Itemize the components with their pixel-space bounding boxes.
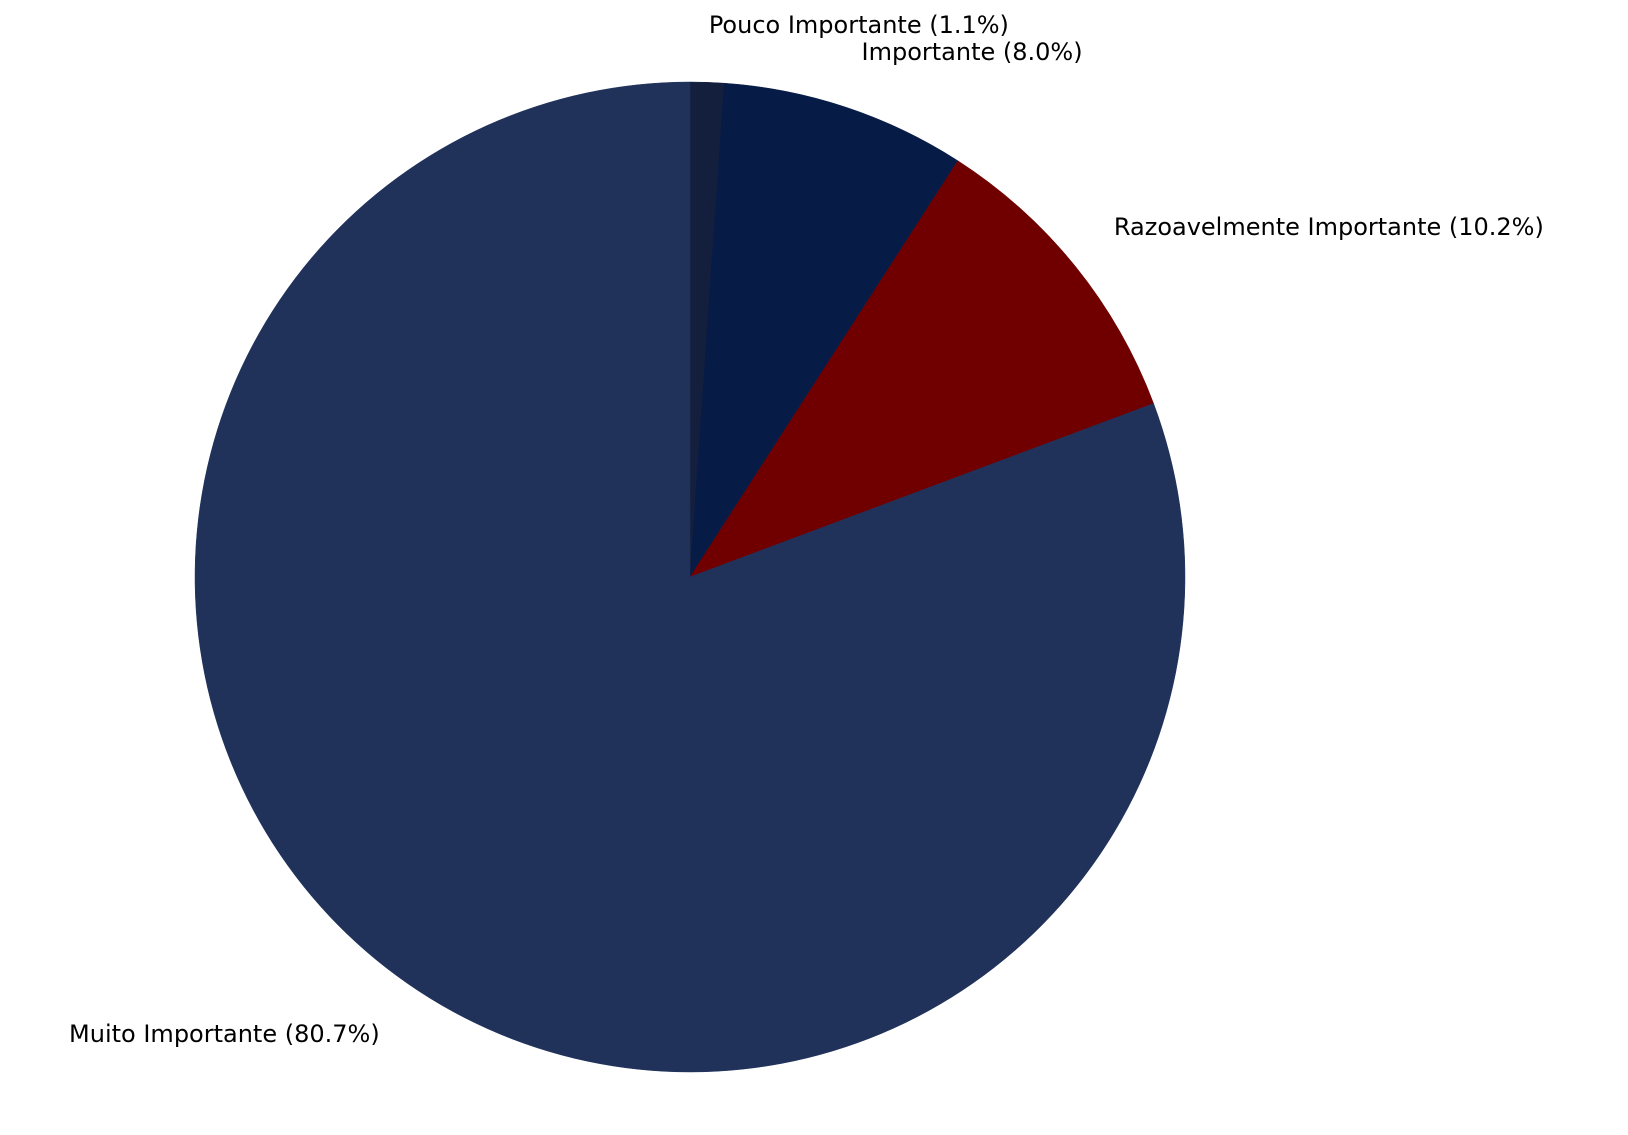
pie-slice	[689, 160, 1154, 578]
pie-slice	[194, 81, 1186, 1073]
pie-slice	[689, 82, 959, 578]
slice-label: Razoavelmente Importante (10.2%)	[1114, 213, 1544, 241]
labels-layer: Pouco Importante (1.1%)Importante (8.0%)…	[69, 11, 1544, 1048]
slices-layer	[194, 81, 1186, 1073]
slice-label: Muito Importante (80.7%)	[69, 1020, 380, 1048]
slice-label: Pouco Importante (1.1%)	[709, 11, 1009, 39]
slice-label: Importante (8.0%)	[862, 38, 1083, 66]
